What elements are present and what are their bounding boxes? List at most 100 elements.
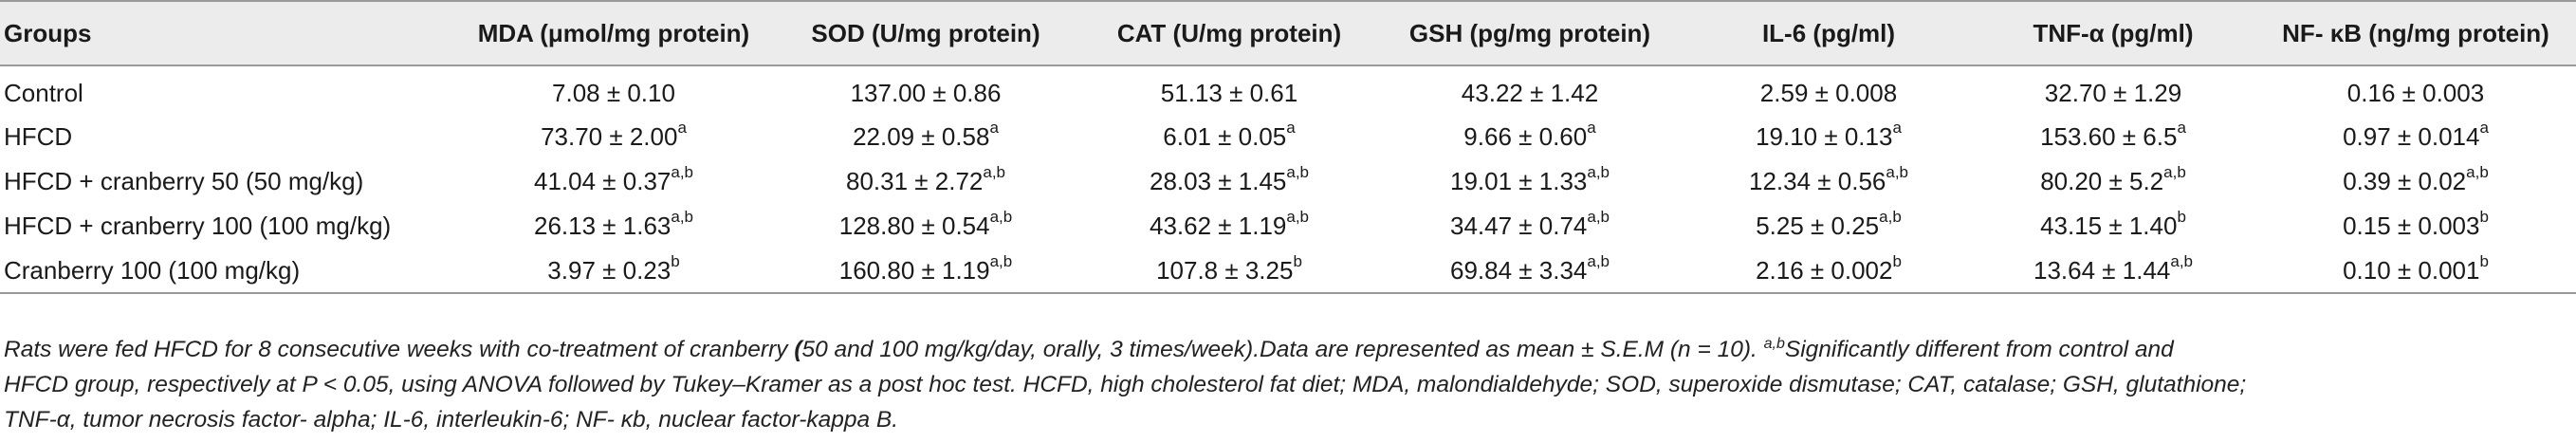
value-cell: 3.97 ± 0.23b	[461, 249, 766, 293]
significance-superscript: a,b	[1286, 163, 1310, 182]
footnote-text: Rats were fed HFCD for 8 consecutive wee…	[4, 337, 795, 362]
value-text: 5.25 ± 0.25	[1756, 212, 1880, 240]
value-text: 2.59 ± 0.008	[1759, 79, 1898, 107]
footnote-text: Significantly different from control and	[1784, 337, 2174, 362]
value-cell: 2.59 ± 0.008	[1686, 65, 1971, 115]
value-cell: 43.15 ± 1.40b	[1971, 204, 2255, 249]
significance-superscript: a	[2177, 119, 2186, 138]
value-cell: 43.62 ± 1.19a,b	[1085, 204, 1373, 249]
value-cell: 0.16 ± 0.003	[2255, 65, 2576, 115]
value-cell: 12.34 ± 0.56a,b	[1686, 159, 1971, 204]
group-cell: HFCD	[4, 122, 73, 151]
footnote-line-1: Rats were fed HFCD for 8 consecutive wee…	[4, 332, 2570, 367]
value-text: 43.62 ± 1.19	[1149, 212, 1287, 240]
group-cell: Control	[4, 79, 83, 107]
value-text: 0.16 ± 0.003	[2346, 79, 2485, 107]
value-cell: 13.64 ± 1.44a,b	[1971, 249, 2255, 293]
column-header: CAT (U/mg protein)	[1116, 18, 1342, 47]
value-cell: 6.01 ± 0.05a	[1085, 115, 1373, 159]
value-cell: 2.16 ± 0.002b	[1686, 249, 1971, 293]
table-footnote: Rats were fed HFCD for 8 consecutive wee…	[4, 332, 2570, 437]
table-row: Control 7.08 ± 0.10 137.00 ± 0.86 51.13 ± 0…	[0, 65, 2576, 115]
group-cell: Cranberry 100 (100 mg/kg)	[4, 255, 301, 285]
group-cell: HFCD + cranberry 50 (50 mg/kg)	[4, 167, 364, 195]
column-header: NF- κB (ng/mg protein)	[2282, 18, 2549, 47]
table-row: Cranberry 100 (100 mg/kg) 3.97 ± 0.23b 160…	[0, 249, 2576, 293]
value-text: 2.16 ± 0.002	[1756, 255, 1893, 285]
value-text: 9.66 ± 0.60	[1463, 122, 1588, 151]
value-text: 6.01 ± 0.05	[1163, 122, 1287, 151]
value-cell: 137.00 ± 0.86	[766, 65, 1085, 115]
value-text: 32.70 ± 1.29	[2044, 79, 2182, 107]
significance-superscript: a,b	[2170, 251, 2194, 270]
header-row: Groups MDA (μmol/mg protein) SOD (U/mg pro…	[0, 1, 2576, 65]
significance-superscript: b	[2177, 208, 2186, 227]
significance-superscript: b	[671, 251, 680, 270]
value-cell: 19.01 ± 1.33a,b	[1373, 159, 1686, 204]
significance-superscript: a,b	[989, 251, 1013, 270]
value-text: 12.34 ± 0.56	[1748, 167, 1886, 195]
table-row: HFCD 73.70 ± 2.00a 22.09 ± 0.58a 6.01 ± 0.0…	[0, 115, 2576, 159]
significance-superscript: b	[2479, 208, 2489, 227]
value-text: 0.39 ± 0.02	[2343, 167, 2467, 195]
group-cell: HFCD + cranberry 100 (100 mg/kg)	[4, 212, 392, 240]
value-cell: 80.31 ± 2.72a,b	[766, 159, 1085, 204]
value-cell: 128.80 ± 0.54a,b	[766, 204, 1085, 249]
value-cell: 51.13 ± 0.61	[1085, 65, 1373, 115]
significance-superscript: b	[1293, 251, 1302, 270]
value-text: 43.22 ± 1.42	[1461, 79, 1599, 107]
significance-superscript: a,b	[2163, 163, 2186, 182]
value-cell: 41.04 ± 0.37a,b	[461, 159, 766, 204]
significance-superscript: b	[1892, 251, 1902, 270]
value-cell: 43.22 ± 1.42	[1373, 65, 1686, 115]
value-cell: 73.70 ± 2.00a	[461, 115, 766, 159]
value-cell: 153.60 ± 6.5a	[1971, 115, 2255, 159]
value-cell: 107.8 ± 3.25b	[1085, 249, 1373, 293]
table-row: HFCD + cranberry 100 (100 mg/kg) 26.13 ± …	[0, 204, 2576, 249]
column-header-groups: Groups	[4, 18, 92, 47]
significance-superscript: a	[1587, 119, 1596, 138]
value-text: 128.80 ± 0.54	[838, 212, 990, 240]
significance-superscript: a,b	[1587, 251, 1610, 270]
significance-superscript: a	[1892, 119, 1902, 138]
value-text: 0.10 ± 0.001	[2343, 255, 2480, 285]
value-cell: 0.97 ± 0.014a	[2255, 115, 2576, 159]
column-header: SOD (U/mg protein)	[811, 18, 1040, 47]
footnote-superscript: a,b	[1763, 335, 1785, 352]
value-cell: 34.47 ± 0.74a,b	[1373, 204, 1686, 249]
column-header: MDA (μmol/mg protein)	[477, 18, 750, 47]
column-header: TNF-α (pg/ml)	[2033, 18, 2194, 47]
value-text: 0.15 ± 0.003	[2343, 212, 2480, 240]
value-cell: 0.10 ± 0.001b	[2255, 249, 2576, 293]
value-text: 160.80 ± 1.19	[838, 255, 990, 285]
results-table: Groups MDA (μmol/mg protein) SOD (U/mg pro…	[0, 1, 2576, 293]
value-text: 28.03 ± 1.45	[1149, 167, 1287, 195]
value-text: 69.84 ± 3.34	[1449, 255, 1588, 285]
value-text: 51.13 ± 0.61	[1160, 79, 1298, 107]
value-cell: 80.20 ± 5.2a,b	[1971, 159, 2255, 204]
value-cell: 32.70 ± 1.29	[1971, 65, 2255, 115]
value-text: 80.31 ± 2.72	[845, 167, 984, 195]
table-row: HFCD + cranberry 50 (50 mg/kg) 41.04 ± 0.…	[0, 159, 2576, 204]
significance-superscript: a	[2479, 119, 2489, 138]
value-text: 107.8 ± 3.25	[1156, 255, 1294, 285]
significance-superscript: a,b	[1879, 208, 1902, 227]
value-cell: 0.15 ± 0.003b	[2255, 204, 2576, 249]
value-text: 19.10 ± 0.13	[1756, 122, 1893, 151]
value-text: 34.47 ± 0.74	[1449, 212, 1588, 240]
significance-superscript: a,b	[1587, 208, 1610, 227]
value-text: 26.13 ± 1.63	[533, 212, 672, 240]
value-cell: 69.84 ± 3.34a,b	[1373, 249, 1686, 293]
table-body: Control 7.08 ± 0.10 137.00 ± 0.86 51.13 ± 0…	[0, 65, 2576, 293]
value-cell: 160.80 ± 1.19a,b	[766, 249, 1085, 293]
significance-superscript: a,b	[2466, 163, 2489, 182]
significance-superscript: a,b	[983, 163, 1006, 182]
value-cell: 19.10 ± 0.13a	[1686, 115, 1971, 159]
value-cell: 28.03 ± 1.45a,b	[1085, 159, 1373, 204]
value-cell: 0.39 ± 0.02a,b	[2255, 159, 2576, 204]
value-text: 43.15 ± 1.40	[2040, 212, 2178, 240]
value-cell: 22.09 ± 0.58a	[766, 115, 1085, 159]
value-text: 137.00 ± 0.86	[850, 79, 1002, 107]
value-text: 80.20 ± 5.2	[2040, 167, 2164, 195]
